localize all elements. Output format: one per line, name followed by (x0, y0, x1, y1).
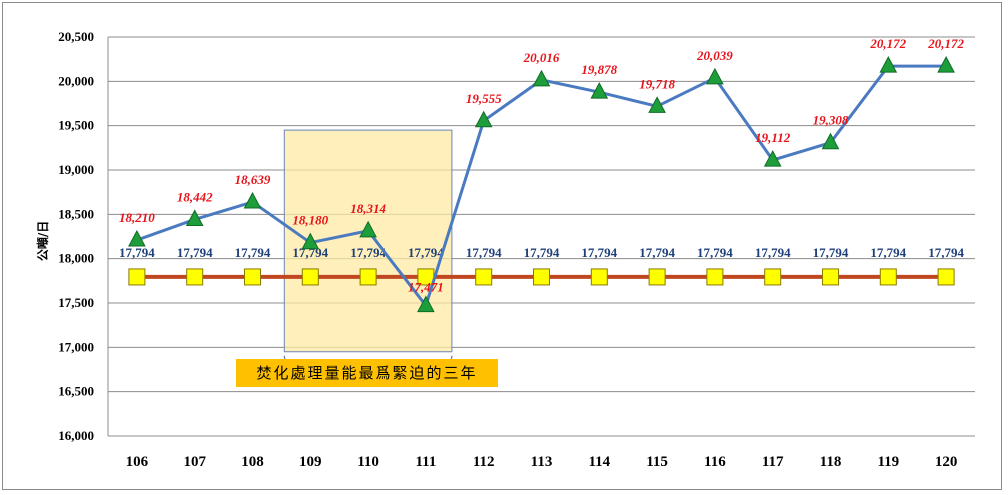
demand-marker (417, 295, 435, 313)
annotation-label: 焚化處理量能最爲緊迫的三年 (236, 359, 498, 387)
x-tick-label: 114 (588, 454, 610, 470)
demand-marker (359, 220, 377, 238)
x-tick-label: 118 (820, 454, 842, 470)
capacity-data-label: 17,794 (466, 245, 502, 260)
y-axis-title: 公噸/日 (35, 221, 50, 261)
capacity-marker (128, 268, 146, 286)
capacity-marker (301, 268, 319, 286)
capacity-data-label: 17,794 (813, 245, 849, 260)
demand-data-label: 19,308 (813, 113, 849, 128)
capacity-data-label: 17,794 (350, 245, 386, 260)
demand-marker (648, 96, 666, 113)
demand-marker (879, 56, 898, 73)
demand-marker (128, 229, 146, 247)
capacity-data-label: 17,794 (928, 245, 964, 260)
capacity-data-label: 17,794 (639, 245, 675, 260)
demand-data-label: 20,016 (523, 50, 560, 65)
x-tick-label: 107 (183, 454, 206, 470)
capacity-data-label: 17,794 (292, 245, 328, 260)
x-tick-label: 119 (877, 454, 899, 470)
demand-data-label: 19,878 (581, 62, 617, 77)
capacity-marker (533, 268, 550, 286)
demand-marker (763, 150, 782, 167)
demand-marker (590, 82, 609, 99)
x-tick-label: 106 (126, 454, 149, 470)
capacity-data-label: 17,794 (581, 245, 617, 260)
y-tick-label: 17,500 (58, 295, 94, 310)
capacity-marker (475, 268, 493, 286)
capacity-data-label: 17,794 (235, 245, 271, 260)
capacity-data-label: 17,794 (119, 245, 155, 260)
capacity-data-label: 17,794 (408, 245, 444, 260)
capacity-marker (879, 268, 897, 286)
capacity-data-label: 17,794 (697, 245, 733, 260)
y-tick-label: 16,500 (58, 384, 94, 399)
x-tick-label: 111 (415, 454, 436, 470)
demand-data-label: 17,471 (408, 280, 444, 295)
demand-data-label: 18,639 (235, 172, 271, 187)
y-tick-label: 18,500 (58, 206, 94, 221)
capacity-data-label: 17,794 (870, 245, 906, 260)
x-tick-label: 113 (531, 454, 553, 470)
x-tick-label: 116 (704, 454, 726, 470)
demand-data-label: 19,112 (755, 130, 791, 145)
x-tick-label: 112 (473, 454, 495, 470)
demand-marker (937, 56, 955, 73)
demand-marker (185, 209, 204, 226)
capacity-marker (822, 268, 839, 286)
capacity-marker (186, 268, 204, 286)
y-tick-label: 19,000 (58, 162, 94, 177)
demand-data-label: 19,555 (466, 91, 502, 106)
x-tick-label: 110 (357, 454, 379, 470)
x-tick-label: 108 (241, 454, 264, 470)
demand-marker (532, 69, 551, 87)
x-tick-label: 115 (646, 454, 668, 470)
capacity-marker (590, 268, 608, 286)
demand-data-label: 20,039 (696, 48, 733, 63)
demand-marker (243, 191, 262, 209)
capacity-marker (764, 268, 782, 286)
demand-data-label: 20,172 (869, 36, 906, 51)
demand-data-label: 19,718 (639, 76, 675, 91)
y-tick-label: 17,000 (58, 339, 94, 354)
demand-data-label: 18,314 (350, 201, 386, 216)
demand-data-label: 18,180 (292, 213, 328, 228)
demand-data-label: 18,210 (119, 210, 155, 225)
capacity-data-label: 17,794 (524, 245, 560, 260)
x-tick-label: 120 (935, 454, 958, 470)
capacity-marker (706, 268, 724, 286)
capacity-data-label: 17,794 (755, 245, 791, 260)
demand-marker (474, 110, 493, 128)
x-tick-label: 109 (299, 454, 322, 470)
y-tick-label: 18,000 (58, 251, 94, 266)
capacity-marker (648, 268, 666, 286)
chart-frame (2, 2, 1002, 490)
demand-marker (706, 67, 724, 85)
capacity-data-label: 17,794 (177, 245, 213, 260)
capacity-marker (359, 268, 377, 286)
y-tick-label: 20,000 (58, 73, 94, 88)
capacity-marker (937, 268, 955, 286)
capacity-marker (244, 268, 261, 286)
demand-data-label: 18,442 (177, 189, 213, 204)
y-tick-label: 16,000 (58, 428, 94, 443)
y-tick-label: 20,500 (58, 29, 94, 44)
x-tick-label: 117 (762, 454, 784, 470)
demand-marker (821, 132, 840, 150)
demand-marker (301, 232, 320, 250)
demand-data-label: 20,172 (927, 36, 964, 51)
y-tick-label: 19,500 (58, 118, 94, 133)
